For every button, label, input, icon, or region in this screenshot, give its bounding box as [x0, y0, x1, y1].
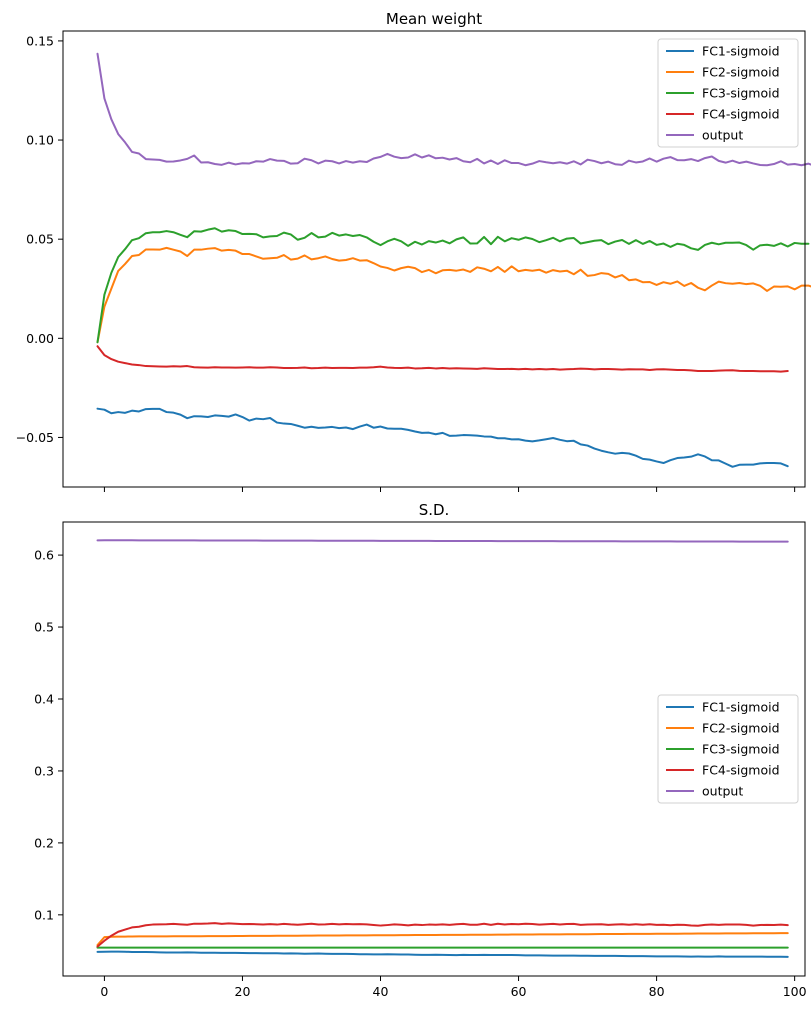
- series-line-fc4-sigmoid: [96, 345, 789, 373]
- legend-label: FC3-sigmoid: [702, 86, 780, 101]
- series-line-fc2-sigmoid: [96, 246, 811, 344]
- legend-label: output: [702, 128, 743, 143]
- series-group: [96, 539, 789, 958]
- x-tick-label: 100: [783, 984, 807, 999]
- x-tick-label: 0: [100, 984, 108, 999]
- axes-frame: [62, 521, 806, 977]
- y-tick-label: 0.5: [34, 620, 54, 635]
- series-line-fc2-sigmoid: [96, 932, 789, 947]
- chart-title: S.D.: [419, 501, 450, 519]
- legend: FC1-sigmoid FC2-sigmoid FC3-sigmoid FC4-sig…: [657, 38, 799, 148]
- legend-label: FC1-sigmoid: [702, 700, 780, 715]
- series-group: [96, 52, 811, 468]
- legend-box: [657, 38, 799, 148]
- y-tick-label: 0.05: [26, 232, 54, 247]
- series-line-output: [96, 52, 811, 167]
- axes-frame: [62, 30, 806, 488]
- legend-label: FC4-sigmoid: [702, 107, 780, 122]
- x-tick-label: 40: [373, 984, 389, 999]
- series-line-fc1-sigmoid: [96, 407, 789, 468]
- chart-title: Mean weight: [386, 10, 482, 28]
- series-line-fc3-sigmoid: [96, 227, 810, 344]
- sd-panel: 0 20 40 60 80 100 0.1 0.2 0.3 0.4 0.5 0.6 S.D. FC1-si…: [34, 501, 807, 999]
- y-tick-label: 0.3: [34, 763, 54, 778]
- series-line-fc1-sigmoid: [96, 950, 789, 958]
- legend-box: [657, 694, 799, 804]
- y-tick-label: 0.4: [34, 691, 54, 706]
- legend-label: FC2-sigmoid: [702, 721, 780, 736]
- y-tick-label: 0.10: [26, 133, 54, 148]
- y-tick-label: 0.1: [34, 907, 54, 922]
- x-tick-label: 20: [235, 984, 251, 999]
- legend-label: FC2-sigmoid: [702, 65, 780, 80]
- legend-label: output: [702, 784, 743, 799]
- y-tick-label: 0.6: [34, 548, 54, 563]
- legend-label: FC3-sigmoid: [702, 742, 780, 757]
- y-tick-label: 0.00: [26, 331, 54, 346]
- y-tick-label: 0.2: [34, 835, 54, 850]
- legend-label: FC1-sigmoid: [702, 44, 780, 59]
- x-tick-label: 60: [511, 984, 527, 999]
- legend: FC1-sigmoid FC2-sigmoid FC3-sigmoid FC4-sig…: [657, 694, 799, 804]
- series-line-output: [96, 539, 789, 543]
- legend-label: FC4-sigmoid: [702, 763, 780, 778]
- y-tick-label: 0.15: [26, 33, 54, 48]
- series-line-fc4-sigmoid: [96, 922, 789, 948]
- y-tick-label: −0.05: [16, 430, 54, 445]
- mean-weight-panel: −0.05 0.00 0.05 0.10 0.15 Mean weight FC1-sigm…: [16, 10, 811, 492]
- x-tick-label: 80: [649, 984, 665, 999]
